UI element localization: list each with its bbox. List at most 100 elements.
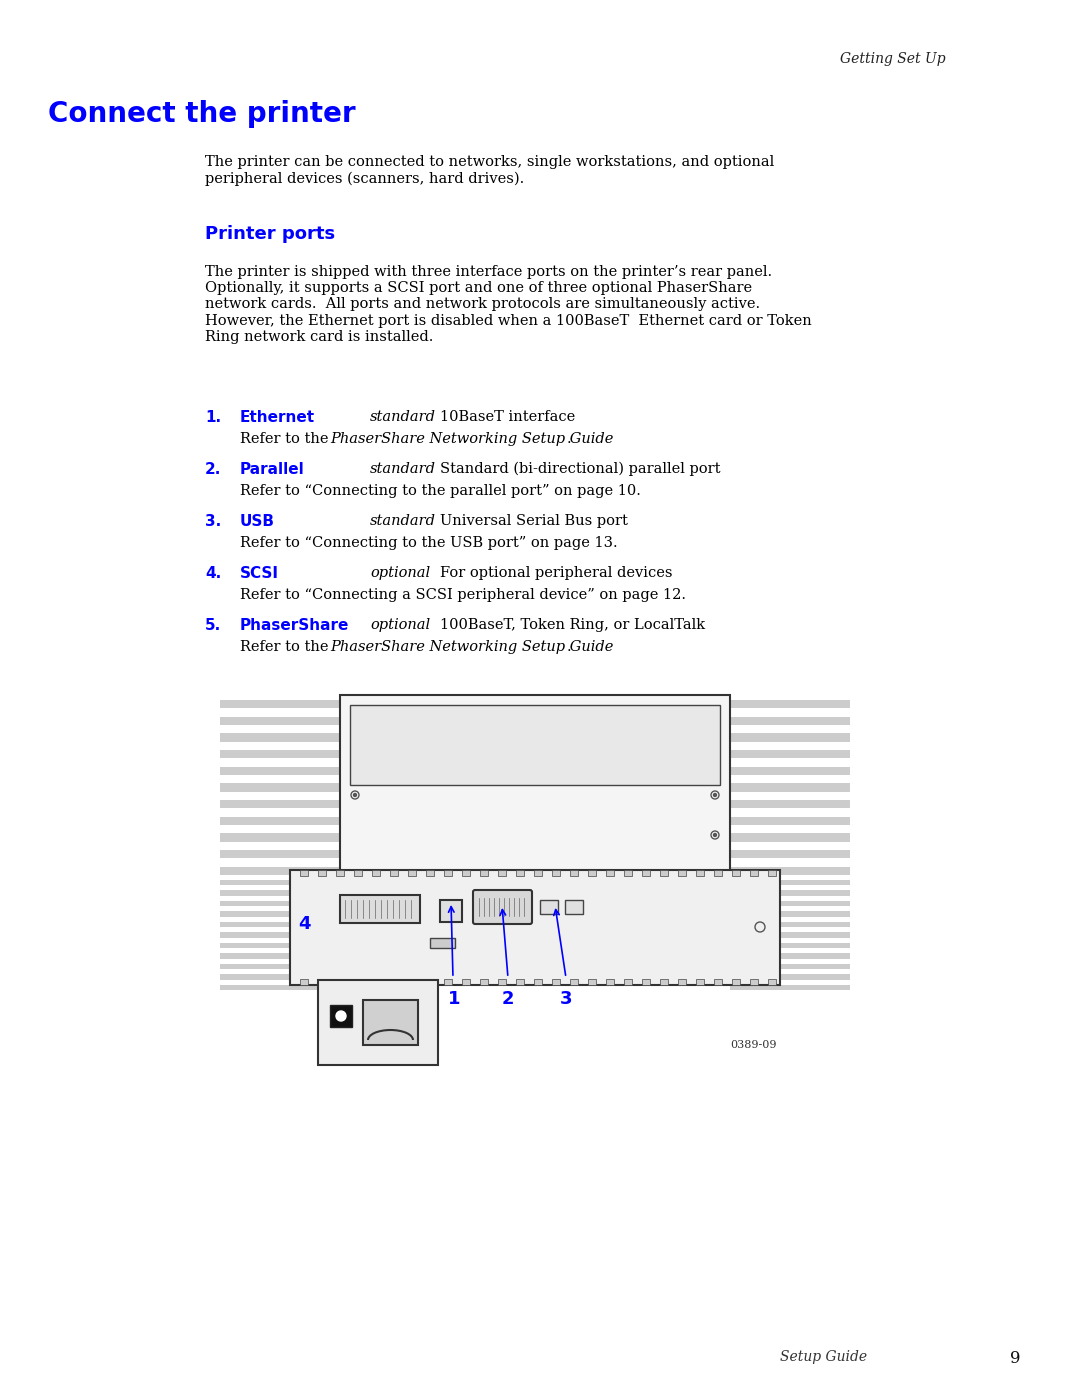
Bar: [660, 870, 669, 876]
Text: .: .: [567, 432, 571, 446]
Bar: [426, 870, 434, 876]
Bar: [430, 937, 455, 949]
Bar: [678, 870, 686, 876]
Bar: [336, 979, 345, 985]
Bar: [220, 784, 340, 792]
Bar: [318, 979, 326, 985]
Bar: [730, 974, 850, 979]
Text: 100BaseT, Token Ring, or LocalTalk: 100BaseT, Token Ring, or LocalTalk: [440, 617, 705, 631]
Text: Refer to the: Refer to the: [240, 432, 333, 446]
Bar: [462, 979, 470, 985]
Bar: [336, 870, 345, 876]
Bar: [516, 870, 524, 876]
Bar: [220, 800, 340, 809]
Bar: [220, 932, 340, 937]
Text: standard: standard: [370, 409, 436, 425]
Text: standard: standard: [370, 462, 436, 476]
Bar: [534, 979, 542, 985]
Bar: [408, 979, 416, 985]
Bar: [768, 870, 777, 876]
Bar: [220, 750, 340, 759]
Text: 1.: 1.: [205, 409, 221, 425]
Text: Refer to “Connecting to the USB port” on page 13.: Refer to “Connecting to the USB port” on…: [240, 536, 618, 550]
Text: standard: standard: [370, 514, 436, 528]
Bar: [730, 800, 850, 809]
Bar: [570, 979, 578, 985]
Text: .: .: [567, 640, 571, 654]
Bar: [730, 834, 850, 841]
Bar: [291, 870, 780, 985]
Bar: [220, 834, 340, 841]
Bar: [714, 870, 723, 876]
Circle shape: [714, 793, 716, 796]
Bar: [426, 979, 434, 985]
Text: Setup Guide: Setup Guide: [780, 1350, 867, 1363]
Bar: [730, 700, 850, 708]
Bar: [730, 880, 850, 886]
Text: PhaserShare Networking Setup Guide: PhaserShare Networking Setup Guide: [330, 640, 613, 654]
Bar: [730, 943, 850, 949]
Bar: [624, 979, 632, 985]
Bar: [220, 943, 340, 949]
Bar: [730, 901, 850, 907]
Bar: [220, 911, 340, 916]
Bar: [480, 979, 488, 985]
Text: Refer to “Connecting to the parallel port” on page 10.: Refer to “Connecting to the parallel por…: [240, 483, 640, 497]
Text: USB: USB: [240, 514, 275, 529]
Bar: [606, 870, 615, 876]
Text: 9: 9: [1010, 1350, 1021, 1368]
Bar: [730, 733, 850, 742]
Bar: [318, 981, 438, 1065]
Bar: [730, 849, 850, 858]
Text: Parallel: Parallel: [240, 462, 305, 476]
Bar: [220, 733, 340, 742]
Bar: [516, 979, 524, 985]
Bar: [730, 964, 850, 970]
Bar: [730, 911, 850, 916]
Circle shape: [353, 793, 356, 796]
Bar: [730, 750, 850, 759]
Bar: [340, 895, 420, 923]
Bar: [390, 979, 399, 985]
Text: Connect the printer: Connect the printer: [48, 101, 355, 129]
Bar: [696, 870, 704, 876]
Bar: [750, 979, 758, 985]
Bar: [730, 890, 850, 895]
Text: 2.: 2.: [205, 462, 221, 476]
Bar: [552, 979, 561, 985]
Bar: [220, 866, 340, 875]
Bar: [480, 870, 488, 876]
Bar: [354, 979, 362, 985]
Bar: [588, 870, 596, 876]
Bar: [732, 979, 740, 985]
Bar: [730, 985, 850, 990]
Bar: [588, 979, 596, 985]
Bar: [730, 784, 850, 792]
Bar: [678, 979, 686, 985]
Text: Refer to “Connecting a SCSI peripheral device” on page 12.: Refer to “Connecting a SCSI peripheral d…: [240, 588, 686, 602]
Text: 5.: 5.: [205, 617, 221, 633]
Bar: [340, 694, 730, 875]
Bar: [363, 1000, 418, 1045]
Text: 2: 2: [502, 990, 514, 1009]
Text: Standard (bi-directional) parallel port: Standard (bi-directional) parallel port: [440, 462, 720, 476]
Text: The printer can be connected to networks, single workstations, and optional
peri: The printer can be connected to networks…: [205, 155, 774, 186]
Text: The printer is shipped with three interface ports on the printer’s rear panel.
O: The printer is shipped with three interf…: [205, 265, 812, 344]
Circle shape: [336, 1011, 346, 1021]
Text: 0389-09: 0389-09: [730, 1039, 777, 1051]
Circle shape: [714, 834, 716, 837]
Bar: [408, 870, 416, 876]
Text: 5: 5: [530, 770, 545, 789]
Bar: [730, 817, 850, 826]
Bar: [220, 974, 340, 979]
Bar: [570, 870, 578, 876]
Bar: [714, 979, 723, 985]
Bar: [330, 1004, 352, 1027]
Bar: [730, 953, 850, 958]
Bar: [730, 767, 850, 775]
Bar: [350, 705, 720, 785]
Bar: [220, 880, 340, 886]
Bar: [220, 901, 340, 907]
Bar: [750, 870, 758, 876]
Bar: [220, 700, 340, 708]
